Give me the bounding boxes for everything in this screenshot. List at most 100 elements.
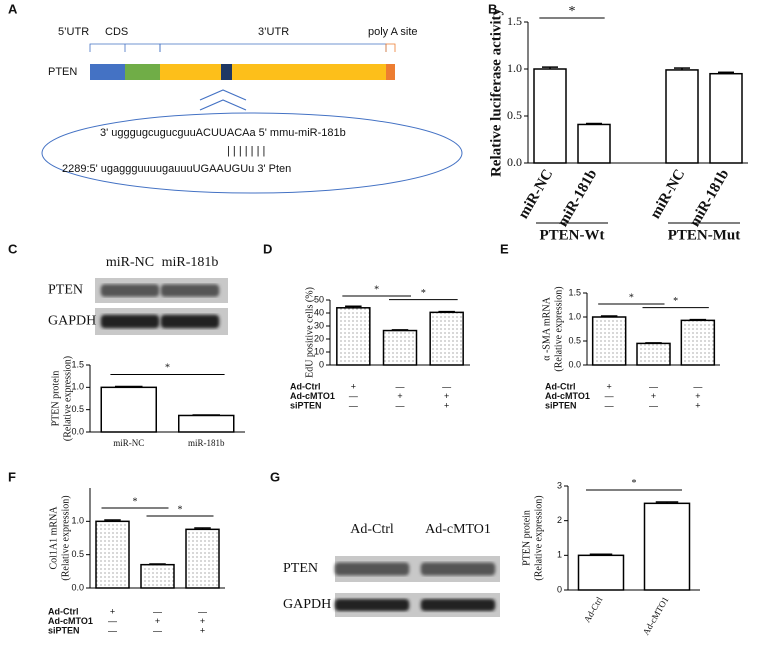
y-tick-label: 1.5 xyxy=(71,359,84,369)
y-tick-label: 3 xyxy=(557,480,562,490)
blot-band xyxy=(420,562,496,576)
condition-value: — xyxy=(396,381,405,391)
condition-name: Ad-Ctrl xyxy=(545,381,576,391)
condition-value: + xyxy=(200,616,205,626)
condition-value: — xyxy=(649,400,658,410)
group-label: PTEN-Mut xyxy=(668,227,741,243)
condition-value: + xyxy=(695,391,700,401)
condition-value: + xyxy=(651,391,656,401)
y-label-line: PTEN protein xyxy=(521,510,532,566)
blot-band xyxy=(160,284,220,297)
y-tick-label: 0.5 xyxy=(507,108,522,122)
condition-value: — xyxy=(108,616,117,626)
y-label-line: Relative luciferase activity xyxy=(488,7,504,177)
condition-value: — xyxy=(108,625,117,635)
condition-value: — xyxy=(153,625,162,635)
condition-name: Ad-Ctrl xyxy=(48,606,79,616)
condition-value: + xyxy=(397,391,402,401)
bar xyxy=(577,123,611,164)
bar xyxy=(680,319,716,366)
condition-name: siPTEN xyxy=(290,400,322,410)
x-tick-label: miR-181b xyxy=(188,438,225,448)
y-tick-label: 0.0 xyxy=(507,155,522,169)
condition-value: — xyxy=(396,400,405,410)
bar xyxy=(665,69,699,164)
y-label: Relative luciferase activity xyxy=(488,7,504,177)
condition-name: Ad-cMTO1 xyxy=(545,391,590,401)
y-tick-label: 20 xyxy=(314,333,324,343)
bar xyxy=(643,502,691,591)
y-tick-label: 0.5 xyxy=(71,404,84,414)
significance-mark: * xyxy=(629,292,634,303)
y-tick-label: 1 xyxy=(557,550,562,560)
blot-row-label: GAPDH xyxy=(48,314,96,329)
y-label-line: (Relative expression) xyxy=(533,495,544,580)
condition-value: — xyxy=(198,606,207,616)
condition-value: + xyxy=(695,400,700,410)
region-label: 3’UTR xyxy=(258,26,289,38)
condition-name: Ad-Ctrl xyxy=(290,381,321,391)
blot-band xyxy=(420,599,496,611)
region-label: CDS xyxy=(105,26,128,38)
significance-mark: * xyxy=(421,288,426,299)
panel-label: A xyxy=(8,1,18,16)
y-label-line: (Relative expression) xyxy=(62,356,73,441)
condition-value: — xyxy=(349,400,358,410)
y-tick-label: 0.0 xyxy=(568,359,581,369)
significance-mark: * xyxy=(632,478,637,489)
blot-row-label: PTEN xyxy=(283,561,318,576)
significance-mark: * xyxy=(673,296,678,307)
condition-value: — xyxy=(153,606,162,616)
gene-name: PTEN xyxy=(48,66,77,78)
blot-band xyxy=(100,284,160,297)
condition-name: Ad-cMTO1 xyxy=(290,391,335,401)
bar xyxy=(95,520,130,589)
significance-mark: * xyxy=(374,284,379,295)
condition-value: + xyxy=(444,391,449,401)
condition-value: — xyxy=(605,391,614,401)
condition-value: + xyxy=(155,616,160,626)
lane-label: miR-NC xyxy=(106,255,154,270)
condition-value: + xyxy=(444,400,449,410)
y-tick-label: 40 xyxy=(314,307,324,317)
pairing: | | | | | | | xyxy=(227,145,265,157)
y-label: PTEN protein (Relative expression) xyxy=(521,495,544,580)
condition-name: siPTEN xyxy=(545,400,577,410)
condition-value: + xyxy=(351,381,356,391)
x-tick-label: miR-NC xyxy=(648,167,689,222)
condition-value: + xyxy=(200,625,205,635)
blot-band xyxy=(100,314,160,329)
blot-band xyxy=(334,599,410,611)
blot-row-label: GAPDH xyxy=(283,597,331,612)
y-label: α -SMA mRNA (Relative expression) xyxy=(541,286,564,371)
target-seq: 2289:5' ugaggguuuugauuuUGAAUGUu 3' Pten xyxy=(62,163,291,175)
y-tick-label: 0.0 xyxy=(71,582,84,592)
significance-mark: * xyxy=(133,496,138,507)
y-label: Col1A1 mRNA (Relative expression) xyxy=(48,495,71,580)
bar xyxy=(185,528,220,589)
lane-label: Ad-cMTO1 xyxy=(425,522,491,537)
y-tick-label: 10 xyxy=(314,346,324,356)
y-label: PTEN protein (Relative expression) xyxy=(50,356,73,441)
condition-value: — xyxy=(693,381,702,391)
blot-band xyxy=(160,314,220,329)
y-tick-label: 0.0 xyxy=(71,426,84,436)
significance-mark: * xyxy=(178,504,183,515)
lane-label: miR-181b xyxy=(162,255,219,270)
condition-value: — xyxy=(605,400,614,410)
panel-label: G xyxy=(270,469,280,484)
y-tick-label: 0.5 xyxy=(71,549,84,559)
bar xyxy=(178,414,235,433)
group-label: PTEN-Wt xyxy=(540,227,605,243)
bar xyxy=(577,554,625,591)
y-label-line: α -SMA mRNA xyxy=(541,296,552,360)
y-label-line: PTEN protein xyxy=(50,371,61,427)
bar xyxy=(140,563,175,589)
x-tick-label: miR-181b xyxy=(555,167,601,230)
x-tick-label: miR-181b xyxy=(687,167,733,230)
condition-name: siPTEN xyxy=(48,625,80,635)
y-tick-label: 1.5 xyxy=(507,14,522,28)
y-tick-label: 0 xyxy=(557,584,562,594)
y-tick-label: 1.0 xyxy=(507,61,522,75)
